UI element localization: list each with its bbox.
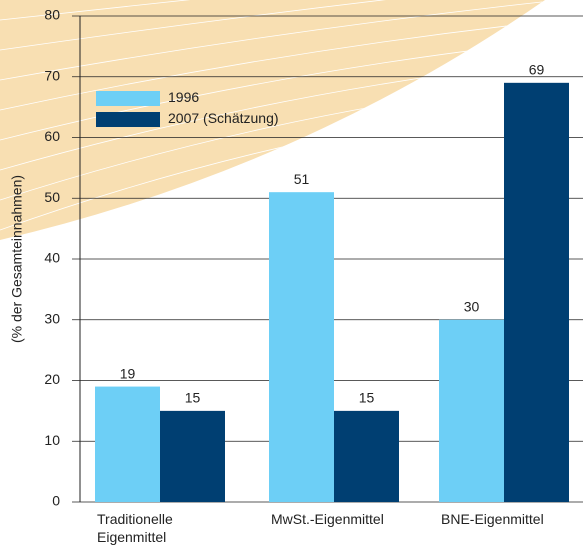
y-tick-label: 60 xyxy=(44,128,60,144)
data-label: 15 xyxy=(359,390,375,406)
data-label: 51 xyxy=(294,171,310,187)
x-tick-label: MwSt.-Eigenmittel xyxy=(271,511,384,527)
y-tick-label: 80 xyxy=(44,7,60,23)
data-label: 69 xyxy=(529,62,545,78)
y-tick-label: 20 xyxy=(44,371,60,387)
bar xyxy=(269,192,334,502)
y-tick-label: 30 xyxy=(44,310,60,326)
bar xyxy=(160,411,225,502)
y-tick-label: 70 xyxy=(44,67,60,83)
chart: (% der Gesamteinnahmen) 0 10 20 30 40 50 60 70 8… xyxy=(0,0,583,550)
y-tick-label: 50 xyxy=(44,189,60,205)
data-label: 19 xyxy=(120,365,136,381)
legend-label: 1996 xyxy=(168,89,199,105)
legend-label: 2007 (Schätzung) xyxy=(168,110,279,126)
bar xyxy=(439,320,504,502)
y-tick-label: 10 xyxy=(44,432,60,448)
y-tick-label: 0 xyxy=(52,493,60,509)
data-label: 30 xyxy=(464,298,480,314)
data-label: 15 xyxy=(185,390,201,406)
bar xyxy=(334,411,399,502)
x-tick-label: BNE-Eigenmittel xyxy=(441,511,544,527)
y-axis-label: (% der Gesamteinnahmen) xyxy=(9,175,25,343)
bar xyxy=(504,83,569,502)
legend-swatch xyxy=(96,91,160,106)
y-tick-label: 40 xyxy=(44,250,60,266)
legend-swatch xyxy=(96,112,160,127)
bar xyxy=(95,387,160,502)
